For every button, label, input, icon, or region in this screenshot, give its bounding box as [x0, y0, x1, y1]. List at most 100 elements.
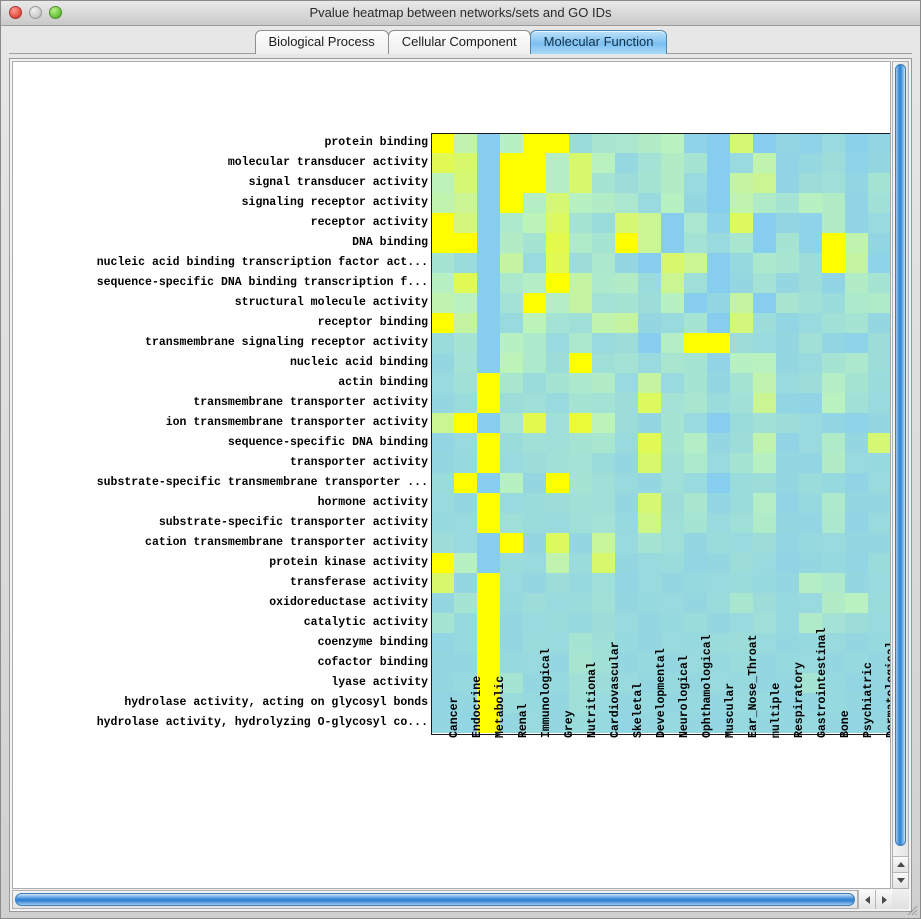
heatmap-cell[interactable]: [845, 213, 868, 233]
heatmap-cell[interactable]: [523, 233, 546, 253]
heatmap-cell[interactable]: [799, 653, 822, 673]
heatmap-cell[interactable]: [615, 253, 638, 273]
heatmap-cell[interactable]: [753, 553, 776, 573]
heatmap-cell[interactable]: [523, 313, 546, 333]
heatmap-cell[interactable]: [753, 293, 776, 313]
heatmap-cell[interactable]: [523, 193, 546, 213]
heatmap-cell[interactable]: [776, 473, 799, 493]
heatmap-cell[interactable]: [822, 633, 845, 653]
heatmap-cell[interactable]: [730, 693, 753, 713]
heatmap-cell[interactable]: [845, 273, 868, 293]
heatmap-cell[interactable]: [799, 193, 822, 213]
heatmap-cell[interactable]: [661, 333, 684, 353]
heatmap-cell[interactable]: [592, 193, 615, 213]
heatmap-cell[interactable]: [546, 473, 569, 493]
heatmap-cell[interactable]: [569, 573, 592, 593]
heatmap-cell[interactable]: [845, 413, 868, 433]
heatmap-cell[interactable]: [569, 713, 592, 733]
heatmap-cell[interactable]: [845, 613, 868, 633]
heatmap-cell[interactable]: [523, 333, 546, 353]
heatmap-cell[interactable]: [684, 253, 707, 273]
heatmap-cell[interactable]: [868, 673, 890, 693]
heatmap-cell[interactable]: [684, 233, 707, 253]
heatmap-cell[interactable]: [661, 673, 684, 693]
heatmap-cell[interactable]: [845, 373, 868, 393]
heatmap-cell[interactable]: [799, 273, 822, 293]
heatmap-cell[interactable]: [661, 653, 684, 673]
heatmap-cell[interactable]: [730, 313, 753, 333]
heatmap-cell[interactable]: [523, 453, 546, 473]
heatmap-cell[interactable]: [592, 493, 615, 513]
heatmap-cell[interactable]: [546, 253, 569, 273]
heatmap-cell[interactable]: [569, 493, 592, 513]
heatmap-cell[interactable]: [868, 133, 890, 153]
heatmap-cell[interactable]: [799, 393, 822, 413]
heatmap-cell[interactable]: [684, 313, 707, 333]
heatmap-cell[interactable]: [661, 433, 684, 453]
heatmap-cell[interactable]: [753, 273, 776, 293]
heatmap-cell[interactable]: [523, 353, 546, 373]
heatmap-cell[interactable]: [615, 413, 638, 433]
heatmap-cell[interactable]: [776, 413, 799, 433]
heatmap-cell[interactable]: [454, 413, 477, 433]
heatmap-cell[interactable]: [799, 473, 822, 493]
heatmap-cell[interactable]: [822, 293, 845, 313]
heatmap-cell[interactable]: [799, 433, 822, 453]
heatmap-cell[interactable]: [707, 493, 730, 513]
heatmap-cell[interactable]: [661, 373, 684, 393]
heatmap-cell[interactable]: [684, 393, 707, 413]
heatmap-cell[interactable]: [822, 593, 845, 613]
heatmap-cell[interactable]: [753, 253, 776, 273]
heatmap-cell[interactable]: [730, 133, 753, 153]
heatmap-cell[interactable]: [868, 613, 890, 633]
heatmap-cell[interactable]: [546, 393, 569, 413]
heatmap-cell[interactable]: [753, 533, 776, 553]
heatmap-cell[interactable]: [707, 153, 730, 173]
heatmap-cell[interactable]: [546, 593, 569, 613]
heatmap-cell[interactable]: [592, 293, 615, 313]
heatmap-cell[interactable]: [615, 713, 638, 733]
heatmap-cell[interactable]: [822, 313, 845, 333]
heatmap-cell[interactable]: [592, 473, 615, 493]
heatmap-cell[interactable]: [822, 573, 845, 593]
heatmap-cell[interactable]: [684, 133, 707, 153]
heatmap-cell[interactable]: [684, 673, 707, 693]
heatmap-cell[interactable]: [500, 213, 523, 233]
heatmap-cell[interactable]: [707, 433, 730, 453]
heatmap-cell[interactable]: [546, 573, 569, 593]
heatmap-cell[interactable]: [615, 233, 638, 253]
heatmap-cell[interactable]: [753, 233, 776, 253]
heatmap-cell[interactable]: [546, 613, 569, 633]
heatmap-cell[interactable]: [477, 293, 500, 313]
heatmap-cell[interactable]: [431, 433, 454, 453]
heatmap-cell[interactable]: [707, 393, 730, 413]
heatmap-cell[interactable]: [822, 133, 845, 153]
heatmap-cell[interactable]: [454, 513, 477, 533]
heatmap-cell[interactable]: [799, 353, 822, 373]
heatmap-cell[interactable]: [523, 633, 546, 653]
heatmap-cell[interactable]: [615, 653, 638, 673]
heatmap-cell[interactable]: [477, 593, 500, 613]
heatmap-cell[interactable]: [661, 453, 684, 473]
heatmap-cell[interactable]: [868, 453, 890, 473]
heatmap-cell[interactable]: [661, 713, 684, 733]
heatmap-cell[interactable]: [776, 373, 799, 393]
heatmap-cell[interactable]: [546, 133, 569, 153]
heatmap-cell[interactable]: [638, 173, 661, 193]
heatmap-cell[interactable]: [431, 273, 454, 293]
heatmap-cell[interactable]: [730, 533, 753, 553]
heatmap-cell[interactable]: [477, 353, 500, 373]
heatmap-cell[interactable]: [500, 353, 523, 373]
heatmap-cell[interactable]: [845, 173, 868, 193]
heatmap-cell[interactable]: [845, 593, 868, 613]
heatmap-cell[interactable]: [776, 153, 799, 173]
heatmap-cell[interactable]: [661, 313, 684, 333]
heatmap-cell[interactable]: [615, 513, 638, 533]
heatmap-cell[interactable]: [684, 173, 707, 193]
heatmap-cell[interactable]: [638, 493, 661, 513]
heatmap-cell[interactable]: [569, 513, 592, 533]
heatmap-cell[interactable]: [868, 693, 890, 713]
heatmap-cell[interactable]: [730, 173, 753, 193]
heatmap-cell[interactable]: [845, 253, 868, 273]
heatmap-cell[interactable]: [776, 493, 799, 513]
